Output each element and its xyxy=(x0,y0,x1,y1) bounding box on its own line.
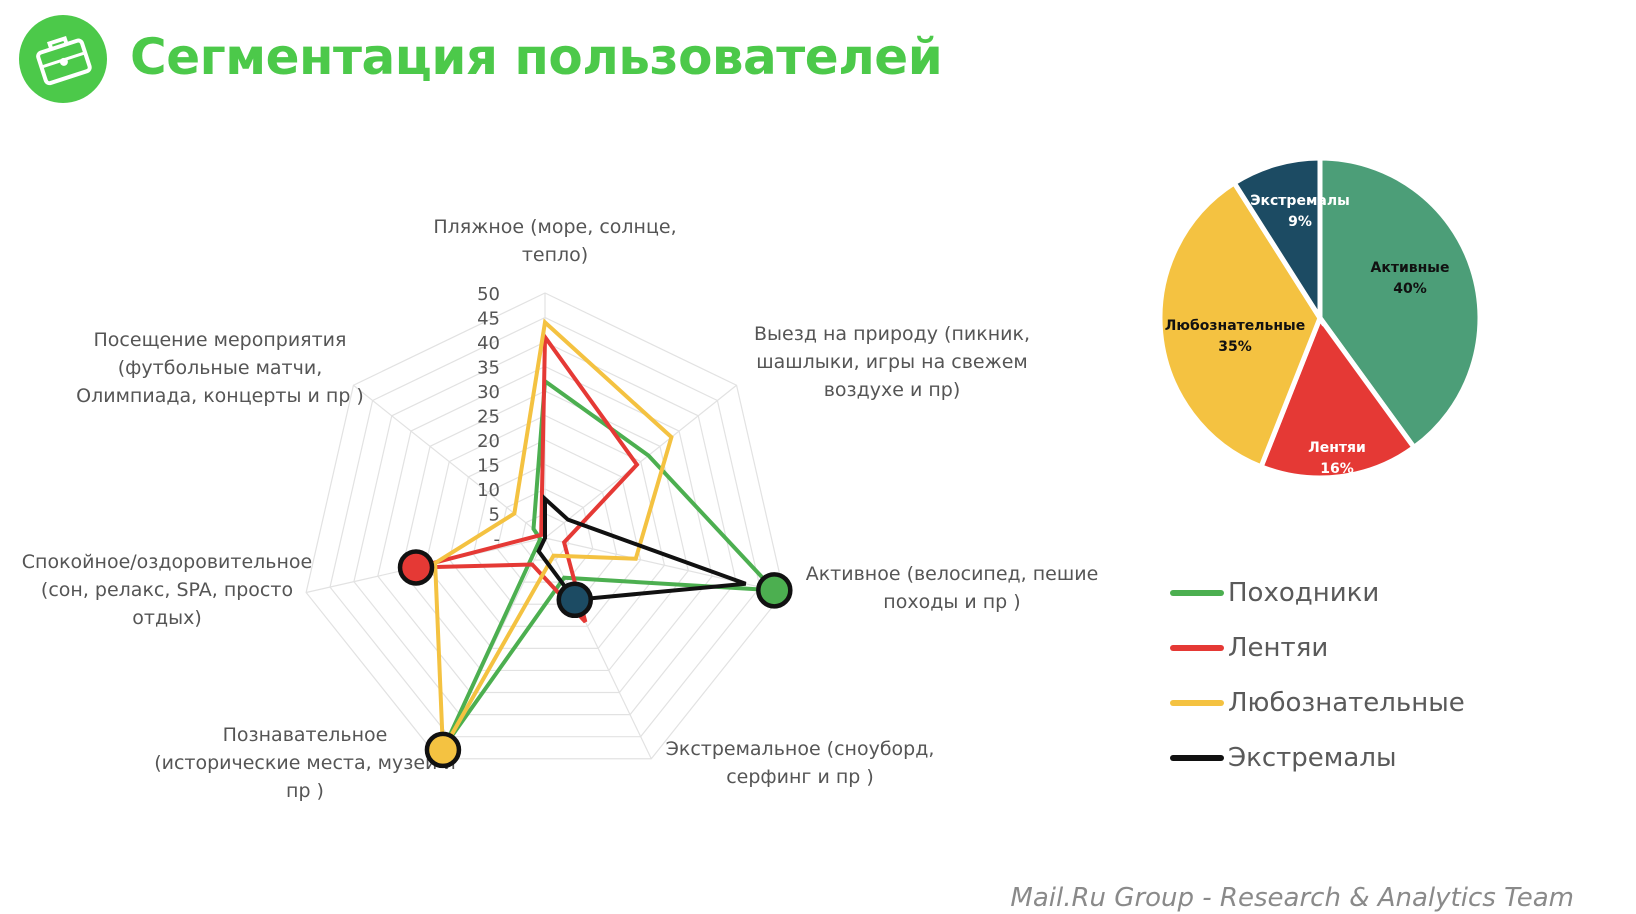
radar-axis-label: Активное (велосипед, пешие походы и пр ) xyxy=(806,563,1099,613)
radar-gridline xyxy=(353,341,737,716)
radar-gridline xyxy=(329,316,761,738)
radar-tick-label: - xyxy=(494,529,501,550)
radar-axis-labels: Пляжное (море, солнце, тепло) Выезд на при… xyxy=(22,216,1099,802)
legend-label: Любознательные xyxy=(1228,687,1465,718)
legend-swatch xyxy=(1170,644,1224,651)
legend-swatch xyxy=(1170,699,1224,706)
legend: Походники Лентяи Любознательные Экстремалы xyxy=(1170,565,1465,785)
radar-series-line xyxy=(443,377,780,747)
legend-label: Лентяи xyxy=(1228,632,1329,663)
radar-axis-label: Познавательное (исторические места, музеи… xyxy=(154,724,456,802)
legend-label: Экстремалы xyxy=(1228,742,1397,773)
radar-gridline xyxy=(448,439,642,627)
radar-gridline xyxy=(496,488,594,583)
footer-credit: Mail.Ru Group - Research & Analytics Tea… xyxy=(1010,883,1574,913)
radar-gridline xyxy=(424,414,666,649)
pie-slice xyxy=(1317,155,1483,451)
pie-label: Лентяи 16% xyxy=(1308,440,1366,477)
radar-highlight-point xyxy=(756,572,793,609)
radar-tick-label: 15 xyxy=(477,456,500,477)
radar-highlight-point xyxy=(424,731,462,769)
radar-tick-labels: - 5 10 15 20 25 30 35 40 45 50 xyxy=(477,284,500,550)
radar-tick-label: 10 xyxy=(477,480,500,501)
legend-item: Любознательные xyxy=(1170,675,1465,730)
pie-label: Любознательные 35% xyxy=(1165,318,1305,355)
radar-series-line xyxy=(433,318,674,757)
radar-tick-label: 50 xyxy=(477,284,500,305)
radar-tick-label: 5 xyxy=(489,505,500,526)
radar-tick-label: 45 xyxy=(477,309,500,330)
radar-series xyxy=(397,318,793,769)
pie-slice xyxy=(1157,179,1323,471)
radar-axis-label: Пляжное (море, солнце, тепло) xyxy=(433,216,676,266)
radar-highlight-point xyxy=(397,549,435,586)
legend-item: Походники xyxy=(1170,565,1465,620)
legend-swatch xyxy=(1170,754,1224,761)
radar-gridline xyxy=(377,365,713,694)
suitcase-icon xyxy=(36,35,92,86)
radar-axis-label: Выезд на природу (пикник, шашлыки, игры н… xyxy=(754,323,1030,401)
pie-label: Экстремалы 9% xyxy=(1250,193,1350,230)
page-title: Сегментация пользователей xyxy=(130,28,943,86)
radar-spoke xyxy=(544,384,737,539)
radar-spoke xyxy=(544,537,652,759)
pie-slice xyxy=(1230,155,1323,327)
radar-tick-label: 25 xyxy=(477,407,500,428)
logo xyxy=(19,15,107,103)
radar-tick-label: 35 xyxy=(477,358,500,379)
pie-slice xyxy=(1257,312,1418,481)
pie-chart: Активные 40% Лентяи 16% Любознательные 35% Экс… xyxy=(1157,155,1483,481)
radar-gridline xyxy=(305,292,785,760)
radar-spoke xyxy=(353,384,546,539)
radar-axis-label: Экстремальное (сноуборд, серфинг и пр ) xyxy=(666,738,935,788)
radar-highlight-point xyxy=(556,581,594,619)
legend-swatch xyxy=(1170,589,1224,596)
legend-item: Экстремалы xyxy=(1170,730,1465,785)
pie-label: Активные 40% xyxy=(1371,260,1450,297)
legend-item: Лентяи xyxy=(1170,620,1465,675)
radar-tick-label: 40 xyxy=(477,333,500,354)
radar-axis-label: Спокойное/оздоровительное (сон, релакс, S… xyxy=(22,551,312,629)
radar-tick-label: 20 xyxy=(477,431,500,452)
legend-label: Походники xyxy=(1228,577,1380,608)
radar-tick-label: 30 xyxy=(477,382,500,403)
radar-axis-label: Посещение мероприятия (футбольные матчи, О… xyxy=(76,329,364,407)
